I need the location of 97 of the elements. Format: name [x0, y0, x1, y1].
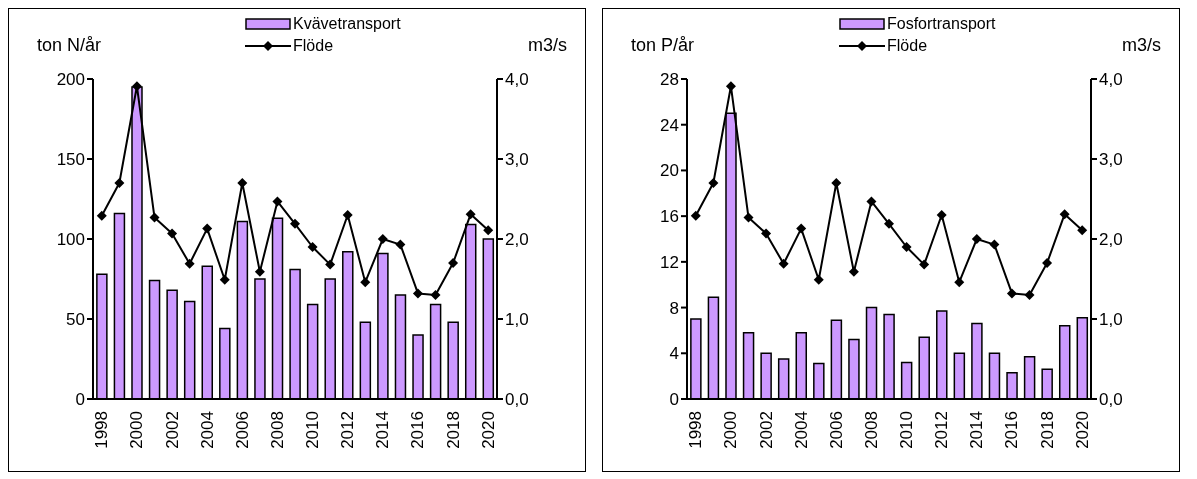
x-tick-label: 2020 — [1072, 411, 1092, 449]
point — [483, 225, 494, 236]
y-tick-label: 16 — [660, 207, 679, 227]
point — [936, 210, 947, 220]
point — [114, 178, 125, 188]
point — [342, 210, 353, 220]
point — [430, 290, 441, 300]
point — [307, 242, 318, 252]
y-tick-label: 0 — [669, 390, 679, 410]
point — [237, 178, 248, 188]
x-tick-label: 2002 — [756, 411, 776, 449]
x-tick-label: 1998 — [686, 411, 706, 449]
point — [1006, 288, 1017, 299]
legend-label: Flöde — [887, 36, 928, 56]
x-tick-label: 2008 — [267, 411, 287, 449]
point — [796, 223, 807, 234]
x-tick-label: 2000 — [127, 411, 147, 449]
y-tick-label: 28 — [660, 70, 679, 90]
y-axis-title: ton N/år — [37, 35, 102, 56]
point — [989, 239, 1000, 250]
y2-tick-label: 2,0 — [1099, 230, 1123, 250]
point — [813, 274, 824, 285]
point — [448, 258, 459, 268]
legend-label: Fosfortransport — [887, 14, 996, 34]
point — [884, 218, 894, 229]
point — [954, 277, 965, 288]
legend-label: Kvävetransport — [293, 14, 401, 34]
point — [901, 242, 912, 252]
x-tick-label: 2016 — [408, 411, 428, 449]
x-tick-label: 2004 — [197, 411, 217, 449]
y-tick-label: 0 — [75, 390, 85, 410]
y-tick-label: 20 — [660, 161, 679, 181]
point — [866, 196, 877, 207]
point — [465, 209, 476, 220]
y2-tick-label: 0,0 — [505, 390, 529, 410]
x-tick-label: 2018 — [1037, 411, 1057, 449]
legend-label: Flöde — [293, 36, 334, 56]
point — [325, 259, 336, 270]
x-tick-label: 2020 — [478, 411, 498, 449]
point — [96, 210, 107, 221]
x-tick-label: 2002 — [162, 411, 182, 449]
y-tick-label: 12 — [660, 252, 679, 272]
y-tick-label: 24 — [660, 115, 679, 135]
point — [761, 228, 772, 239]
y2-tick-label: 4,0 — [1099, 70, 1123, 90]
point — [743, 212, 754, 223]
point — [919, 259, 930, 270]
x-tick-label: 2012 — [932, 411, 952, 449]
y-tick-label: 150 — [56, 150, 85, 170]
point — [377, 234, 388, 244]
y2-axis-title: m3/s — [1121, 35, 1161, 56]
y-axis-title: ton P/år — [631, 35, 695, 56]
x-tick-label: 2006 — [232, 411, 252, 449]
point — [290, 218, 300, 229]
y2-tick-label: 3,0 — [1099, 150, 1123, 170]
point — [971, 234, 982, 244]
x-tick-label: 2010 — [897, 411, 917, 449]
x-tick-label: 2016 — [1002, 411, 1022, 449]
point — [778, 258, 789, 269]
point — [708, 178, 719, 188]
y2-axis-title: m3/s — [527, 35, 567, 56]
x-tick-label: 1998 — [92, 411, 112, 449]
point — [272, 196, 283, 207]
point — [149, 212, 160, 223]
y2-tick-label: 2,0 — [505, 230, 529, 250]
x-tick-label: 2012 — [338, 411, 358, 449]
y2-tick-label: 1,0 — [1099, 310, 1123, 330]
x-tick-label: 2004 — [791, 411, 811, 449]
point — [360, 277, 371, 288]
point — [184, 258, 195, 269]
y-tick-label: 8 — [669, 298, 679, 318]
point — [202, 223, 213, 234]
y2-tick-label: 4,0 — [505, 70, 529, 90]
point — [1042, 258, 1053, 268]
x-tick-label: 2018 — [443, 411, 463, 449]
x-tick-label: 2014 — [373, 411, 393, 449]
y2-tick-label: 3,0 — [505, 150, 529, 170]
y-tick-label: 200 — [56, 70, 85, 90]
x-tick-label: 2006 — [826, 411, 846, 449]
y2-tick-label: 0,0 — [1099, 390, 1123, 410]
x-tick-label: 2010 — [303, 411, 323, 449]
x-tick-label: 2014 — [967, 411, 987, 449]
y2-tick-label: 1,0 — [505, 310, 529, 330]
point — [219, 274, 230, 285]
y-tick-label: 50 — [66, 310, 85, 330]
point — [167, 228, 178, 239]
point — [1077, 225, 1088, 236]
point — [1059, 209, 1070, 220]
x-tick-label: 2008 — [861, 411, 881, 449]
point — [831, 178, 842, 188]
point — [412, 288, 423, 299]
point — [690, 210, 701, 221]
y-tick-label: 4 — [669, 344, 679, 364]
point — [395, 239, 406, 250]
x-tick-label: 2000 — [721, 411, 741, 449]
y-tick-label: 100 — [56, 230, 85, 250]
point — [1024, 290, 1035, 300]
